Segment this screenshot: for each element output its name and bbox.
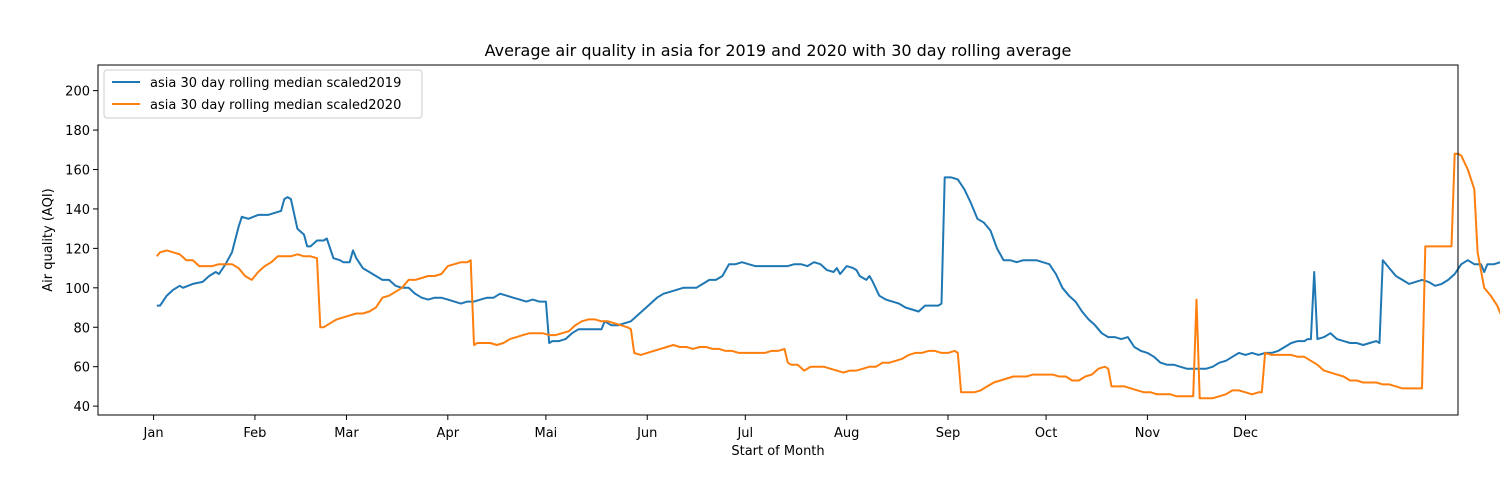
x-tick-label: Feb [243, 426, 266, 441]
legend-label-2020: asia 30 day rolling median scaled2020 [150, 98, 401, 113]
chart-title: Average air quality in asia for 2019 and… [485, 41, 1072, 60]
y-tick-label: 100 [65, 282, 90, 297]
x-tick-label: Sep [936, 426, 961, 441]
x-tick-label: Jun [636, 426, 657, 441]
x-axis-title: Start of Month [731, 444, 824, 459]
series-line-2020 [156, 152, 1500, 400]
y-tick-label: 180 [65, 124, 90, 139]
legend-box [103, 69, 423, 119]
y-tick-label: 140 [65, 203, 90, 218]
x-tick-label: Mar [334, 426, 359, 441]
y-axis: 40 60 80 100 120 140 160 180 200 [65, 85, 98, 415]
plot-area [97, 64, 1500, 416]
y-tick-label: 80 [73, 321, 90, 336]
y-tick-label: 120 [65, 242, 90, 257]
y-axis-title: Air quality (AQI) [41, 188, 56, 291]
x-tick-label: Oct [1035, 426, 1057, 441]
y-tick-label: 60 [73, 361, 90, 376]
y-tick-label: 40 [73, 400, 90, 415]
series-line-2019 [156, 176, 1500, 370]
x-tick-label: Nov [1135, 426, 1161, 441]
plot-frame [97, 64, 1459, 416]
legend: asia 30 day rolling median scaled2019 as… [103, 69, 423, 119]
x-tick-label: Jan [143, 426, 164, 441]
x-tick-label: Jul [736, 426, 753, 441]
x-tick-label: Apr [437, 426, 460, 441]
series-lines [156, 152, 1500, 400]
x-axis: Jan Feb Mar Apr Mai Jun Jul Aug Sep Oct Nov Dec [143, 415, 1258, 441]
y-tick-label: 200 [65, 85, 90, 100]
y-tick-label: 160 [65, 164, 90, 179]
x-tick-label: Mai [534, 426, 557, 441]
legend-label-2019: asia 30 day rolling median scaled2019 [150, 76, 401, 91]
x-tick-label: Aug [834, 426, 859, 441]
x-tick-label: Dec [1233, 426, 1258, 441]
